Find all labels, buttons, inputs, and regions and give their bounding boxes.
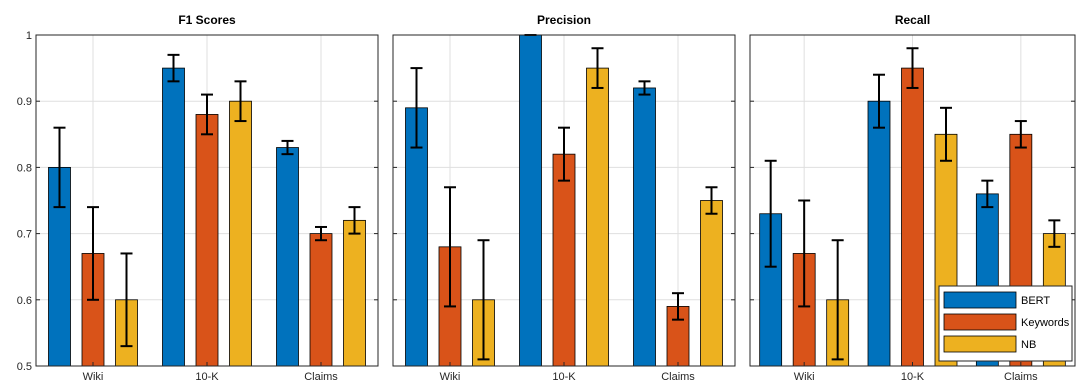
x-tick-label: Wiki <box>83 371 104 383</box>
error-bar <box>705 186 718 215</box>
bar-bert-10-k <box>162 67 185 367</box>
error-bar <box>201 93 213 136</box>
bar-keywords-10-k <box>901 67 924 367</box>
bar-keywords-claims <box>309 233 333 367</box>
y-tick-label: 0.6 <box>17 295 32 307</box>
x-tick-label: 10-K <box>901 371 925 383</box>
bar-bert-10-k <box>519 34 542 367</box>
error-bar <box>234 80 247 123</box>
error-bar <box>558 126 570 182</box>
error-bar <box>591 47 604 89</box>
bar-nb-10-k <box>586 67 609 367</box>
bar-nb-10-k <box>229 100 252 367</box>
chart-panel-1: 0.5 0.6 0.7 0.8 0.9 1 Wiki 10-K Claims F1 Scores <box>17 13 379 383</box>
x-tick-label: Claims <box>661 371 695 383</box>
error-bar <box>940 106 952 162</box>
y-tick-label: 0.5 <box>17 361 32 373</box>
error-bar <box>410 67 423 149</box>
x-tick-label: 10-K <box>195 371 219 383</box>
bar-bert-10-k <box>867 100 891 367</box>
chart-title: Precision <box>537 13 591 27</box>
y-tick-label: 0.8 <box>17 162 32 174</box>
chart-panel-2: Wiki 10-K Claims Precision <box>392 13 736 383</box>
legend-label-nb: NB <box>1021 339 1036 351</box>
error-bar <box>764 159 777 268</box>
error-bar <box>315 225 327 242</box>
bar-bert-claims <box>633 87 656 367</box>
error-bar <box>638 80 651 96</box>
error-bar <box>1014 120 1027 149</box>
error-bar <box>120 252 133 348</box>
error-bar <box>87 206 99 301</box>
x-tick-label: Wiki <box>440 371 461 383</box>
legend-swatch-nb <box>943 335 1017 353</box>
error-bar <box>477 239 490 361</box>
chart-panel-3: Wiki 10-K Claims Recall <box>749 13 1076 383</box>
error-bar <box>444 186 456 308</box>
chart-title: F1 Scores <box>178 13 236 27</box>
error-bar <box>348 206 361 235</box>
error-bar <box>1048 219 1061 248</box>
error-bar <box>873 73 885 129</box>
x-tick-label: Wiki <box>794 371 815 383</box>
y-tick-label: 0.9 <box>17 96 32 108</box>
y-tick-label: 0.7 <box>17 229 32 241</box>
legend-swatch-bert <box>943 291 1017 309</box>
bar-nb-claims <box>343 219 366 367</box>
chart-panels: 0.5 0.6 0.7 0.8 0.9 1 Wiki 10-K Claims F1 Scores W… <box>17 13 1076 383</box>
bar-nb-claims <box>700 200 723 367</box>
legend-label-bert: BERT <box>1021 295 1050 307</box>
y-tick-label: 1 <box>26 30 32 42</box>
chart-title: Recall <box>895 13 930 27</box>
legend-label-keywords: Keywords <box>1021 317 1070 329</box>
error-bar <box>798 199 811 308</box>
bar-bert-claims <box>276 147 299 367</box>
error-bar <box>981 179 994 209</box>
x-tick-label: 10-K <box>552 371 576 383</box>
error-bar <box>167 53 180 83</box>
error-bar <box>281 139 294 156</box>
bar-keywords-10-k <box>552 153 576 367</box>
error-bar <box>831 239 844 361</box>
error-bar <box>906 47 919 89</box>
x-tick-label: Claims <box>304 371 338 383</box>
legend: BERT Keywords NB <box>938 285 1073 362</box>
x-tick-label: Claims <box>1004 371 1038 383</box>
legend-swatch-keywords <box>943 313 1017 331</box>
bar-keywords-10-k <box>195 114 219 367</box>
error-bar <box>672 292 684 321</box>
error-bar <box>53 126 66 209</box>
